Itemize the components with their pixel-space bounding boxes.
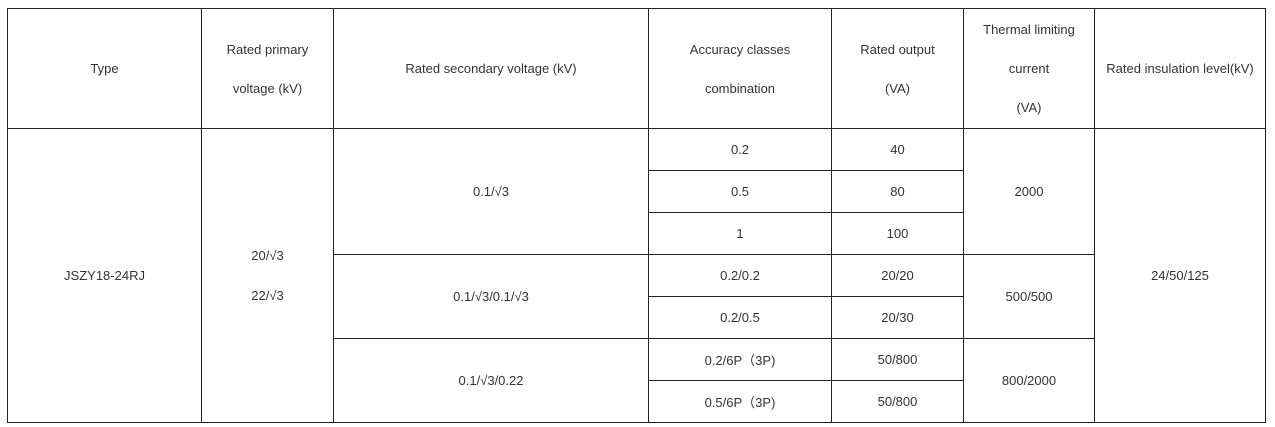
table-row: 0.1/√3/0.22 0.2/6P（3P) 50/800 800/2000	[8, 338, 1266, 423]
insulation-cell: 24/50/125	[1094, 128, 1266, 423]
header-text: Rated secondary voltage (kV)	[405, 61, 577, 76]
accuracy-cell: 0.2/0.5	[648, 296, 832, 339]
output-cell: 50/800	[831, 380, 964, 423]
thermal-current-cell: 500/500	[963, 254, 1095, 339]
header-text: current	[1008, 61, 1050, 76]
accuracy-cell: 0.5/6P（3P)	[648, 380, 832, 423]
header-text: Rated primary	[226, 41, 309, 57]
header-text: Rated insulation level(kV)	[1106, 61, 1254, 76]
table-row: 0.1/√3/0.1/√3 0.2/0.2 20/20 500/500	[8, 254, 1266, 339]
header-cell: Accuracy classes combination	[648, 8, 832, 129]
spec-table: Type Rated primary voltage (kV) Rated secon…	[7, 8, 1266, 423]
secondary-voltage-cell: 0.1/√3/0.22	[333, 338, 649, 423]
header-cell: Rated output (VA)	[831, 8, 964, 129]
header-cell: Thermal limiting current (VA)	[963, 8, 1095, 129]
accuracy-cell: 1	[648, 212, 832, 255]
header-text: Type	[90, 61, 119, 76]
accuracy-cell: 0.2/0.2	[648, 254, 832, 297]
header-cell: Rated insulation level(kV)	[1094, 8, 1266, 129]
table-row: 0.5 80	[8, 170, 1266, 213]
header-text: (VA)	[1016, 100, 1042, 115]
header-cell: Rated secondary voltage (kV)	[333, 8, 649, 129]
output-cell: 100	[831, 212, 964, 255]
accuracy-cell: 0.2	[648, 128, 832, 171]
output-cell: 80	[831, 170, 964, 213]
primary-voltage: 22/√3	[251, 287, 284, 303]
secondary-voltage-cell: 0.1/√3	[333, 128, 649, 255]
primary-voltage: 20/√3	[251, 247, 284, 263]
header-text: combination	[704, 80, 776, 96]
accuracy-cell: 0.2/6P（3P)	[648, 338, 832, 381]
header-text: (VA)	[884, 80, 911, 96]
header-text: voltage (kV)	[232, 80, 303, 96]
output-cell: 40	[831, 128, 964, 171]
secondary-voltage-cell: 0.1/√3/0.1/√3	[333, 254, 649, 339]
table-row: JSZY18-24RJ 20/√3 22/√3 0.1/√3 0.2 40 2000 24/5…	[7, 128, 1266, 423]
thermal-current-cell: 800/2000	[963, 338, 1095, 423]
thermal-current-cell: 2000	[963, 128, 1095, 255]
primary-voltage-cell: 20/√3 22/√3	[201, 128, 334, 423]
header-cell: Rated primary voltage (kV)	[201, 8, 334, 129]
header-text: Thermal limiting	[983, 22, 1075, 37]
header-cell: Type	[7, 8, 202, 129]
header-row: Type Rated primary voltage (kV) Rated secon…	[7, 8, 1266, 129]
output-cell: 50/800	[831, 338, 964, 381]
table-row: 0.2/0.5 20/30	[8, 296, 1266, 339]
type-cell: JSZY18-24RJ	[7, 128, 202, 423]
accuracy-cell: 0.5	[648, 170, 832, 213]
table-body: JSZY18-24RJ 20/√3 22/√3 0.1/√3 0.2 40 2000 24/5…	[7, 128, 1266, 423]
table-row: 0.5/6P（3P) 50/800	[8, 380, 1266, 423]
output-cell: 20/20	[831, 254, 964, 297]
header-text: Rated output	[860, 41, 935, 57]
header-text: Accuracy classes	[689, 41, 791, 57]
output-cell: 20/30	[831, 296, 964, 339]
